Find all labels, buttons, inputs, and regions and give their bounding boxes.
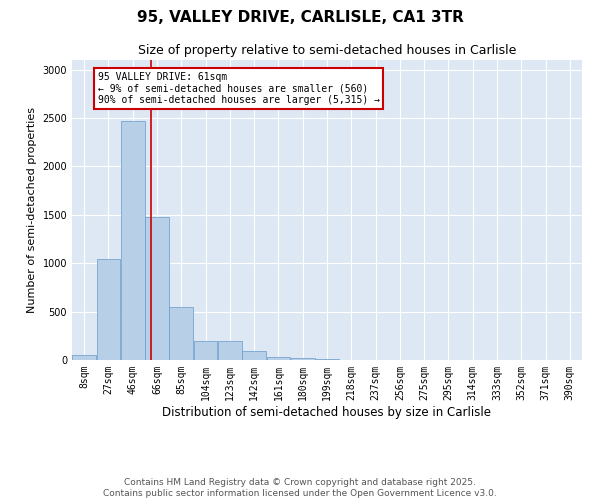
Text: Contains HM Land Registry data © Crown copyright and database right 2025.
Contai: Contains HM Land Registry data © Crown c… [103,478,497,498]
Bar [291,358,314,360]
Bar [97,259,121,360]
Bar [194,341,217,360]
Y-axis label: Number of semi-detached properties: Number of semi-detached properties [27,107,37,313]
Bar [315,359,339,360]
Title: Size of property relative to semi-detached houses in Carlisle: Size of property relative to semi-detach… [138,44,516,58]
Text: 95, VALLEY DRIVE, CARLISLE, CA1 3TR: 95, VALLEY DRIVE, CARLISLE, CA1 3TR [137,10,463,25]
Bar [266,356,290,360]
Bar [169,308,193,360]
Bar [218,341,242,360]
Text: 95 VALLEY DRIVE: 61sqm
← 9% of semi-detached houses are smaller (560)
90% of sem: 95 VALLEY DRIVE: 61sqm ← 9% of semi-deta… [97,72,380,105]
Bar [121,121,145,360]
Bar [242,352,266,360]
Bar [72,354,96,360]
Bar [145,217,169,360]
X-axis label: Distribution of semi-detached houses by size in Carlisle: Distribution of semi-detached houses by … [163,406,491,418]
